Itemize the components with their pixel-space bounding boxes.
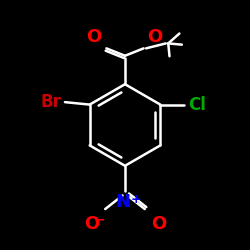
Text: O: O [84, 215, 99, 233]
Text: O: O [147, 28, 162, 46]
Text: Cl: Cl [188, 96, 206, 114]
Text: −: − [95, 214, 105, 227]
Text: Br: Br [40, 93, 61, 111]
Text: +: + [131, 193, 141, 206]
Text: O: O [151, 215, 166, 233]
Text: O: O [86, 28, 102, 46]
Text: N: N [115, 193, 130, 211]
